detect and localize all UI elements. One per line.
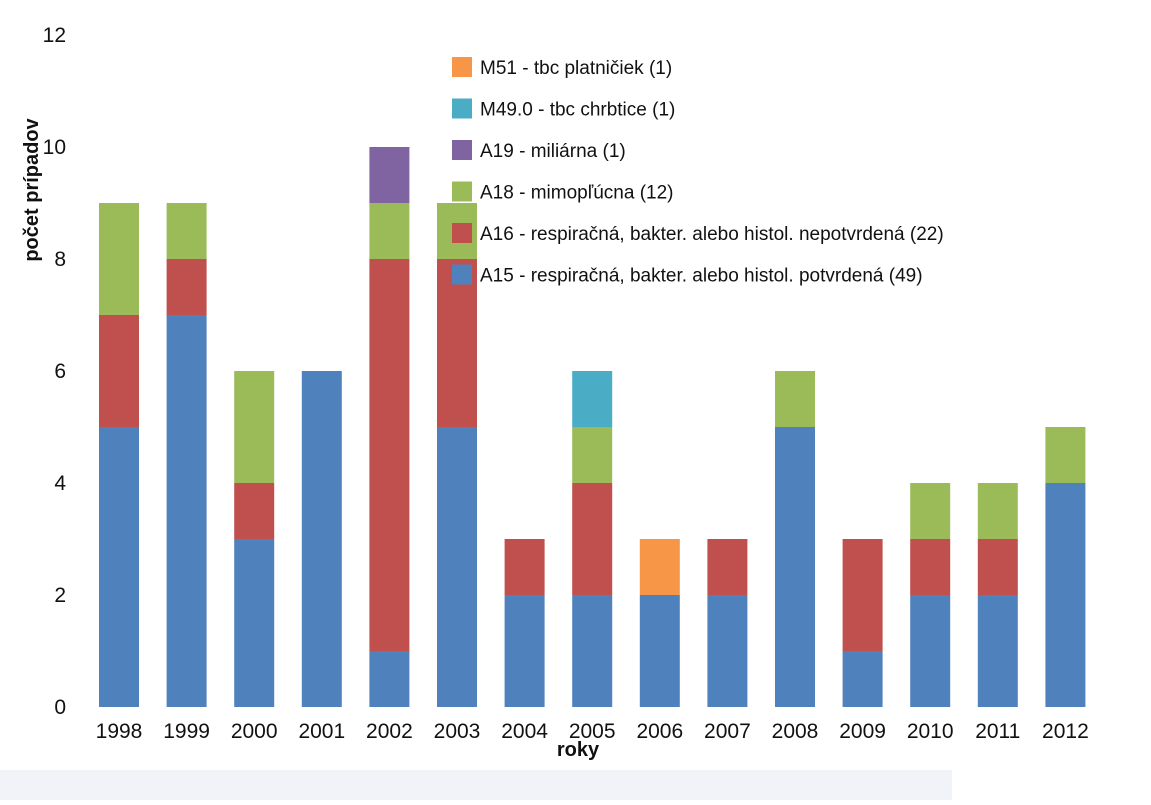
bar-segment	[639, 539, 680, 595]
bar-segment	[166, 203, 207, 259]
bar-segment	[1045, 483, 1086, 707]
bar-segment	[572, 371, 613, 427]
bar-segment	[910, 595, 951, 707]
x-tick-label: 1999	[163, 720, 210, 743]
bar-segment	[842, 651, 883, 707]
bar-segment	[166, 315, 207, 707]
y-tick-label: 4	[54, 472, 66, 495]
x-tick-label: 2008	[772, 720, 819, 743]
legend-label: A19 - miliárna (1)	[480, 141, 626, 162]
y-tick-label: 2	[54, 584, 66, 607]
bars-layer	[99, 147, 1086, 707]
legend-swatch	[452, 98, 472, 119]
bar-segment	[369, 147, 410, 203]
x-tick-label: 2009	[839, 720, 886, 743]
y-axis: 0 2 4 6 8 10 12	[43, 24, 67, 719]
bar-segment	[504, 539, 545, 595]
bar-segment	[99, 315, 139, 427]
bar-segment	[775, 371, 815, 427]
x-axis-title: roky	[557, 739, 600, 761]
bar-segment	[234, 539, 275, 707]
bar-segment	[234, 371, 275, 483]
y-axis-title: počet prípadov	[21, 117, 43, 261]
legend-swatch	[452, 140, 472, 160]
legend: M51 - tbc platničiek (1) M49.0 - tbc chrb…	[452, 57, 944, 287]
x-tick-label: 2003	[434, 720, 481, 743]
x-tick-label: 2011	[975, 720, 1020, 743]
x-tick-label: 2010	[907, 720, 954, 743]
legend-label: A15 - respiračná, bakter. alebo histol. …	[480, 266, 923, 287]
y-tick-label: 0	[54, 696, 66, 719]
x-tick-label: 2012	[1042, 720, 1089, 743]
bar-segment	[504, 595, 545, 707]
legend-label: A16 - respiračná, bakter. alebo histol. …	[480, 224, 944, 245]
bar-segment	[437, 259, 477, 427]
x-tick-label: 2002	[366, 720, 413, 743]
bar-segment	[572, 595, 613, 707]
bar-segment	[775, 427, 815, 707]
legend-swatch	[452, 223, 472, 243]
legend-swatch	[452, 57, 472, 77]
legend-swatch	[452, 264, 472, 285]
x-tick-label: 1998	[96, 720, 143, 743]
bar-segment	[234, 483, 275, 539]
legend-label: A18 - mimopľúcna (12)	[480, 183, 674, 204]
x-tick-label: 2000	[231, 720, 278, 743]
bar-segment	[369, 259, 410, 651]
x-tick-label: 2006	[636, 720, 683, 743]
bar-segment	[572, 483, 613, 595]
bar-segment	[977, 595, 1018, 707]
bar-segment	[910, 539, 951, 595]
bar-segment	[301, 371, 342, 707]
y-tick-label: 12	[43, 24, 66, 47]
bar-segment	[842, 539, 883, 651]
bar-segment	[369, 203, 410, 259]
bar-segment	[910, 483, 951, 539]
bar-segment	[437, 427, 477, 707]
x-axis: 1998 1999 2000 2001 2002 2003 2004 2005 2006 2007…	[96, 720, 1089, 743]
x-tick-label: 2007	[704, 720, 751, 743]
x-tick-label: 2004	[501, 720, 548, 743]
bar-segment	[99, 427, 139, 707]
bar-segment	[977, 539, 1018, 595]
legend-label: M51 - tbc platničiek (1)	[480, 58, 672, 79]
bar-segment	[977, 483, 1018, 539]
bar-segment	[572, 427, 613, 483]
bottom-band	[0, 770, 952, 800]
bar-segment	[707, 539, 748, 595]
legend-label: M49.0 - tbc chrbtice (1)	[480, 100, 675, 121]
bar-segment	[99, 203, 139, 315]
y-tick-label: 6	[54, 360, 66, 383]
bar-segment	[369, 651, 410, 707]
legend-swatch	[452, 181, 472, 202]
bar-segment	[707, 595, 748, 707]
bar-segment	[166, 259, 207, 315]
bar-segment	[639, 595, 680, 707]
x-tick-label: 2005	[569, 720, 616, 743]
y-tick-label: 8	[54, 248, 66, 271]
y-tick-label: 10	[43, 136, 66, 159]
bar-segment	[1045, 427, 1086, 483]
x-tick-label: 2001	[298, 720, 345, 743]
